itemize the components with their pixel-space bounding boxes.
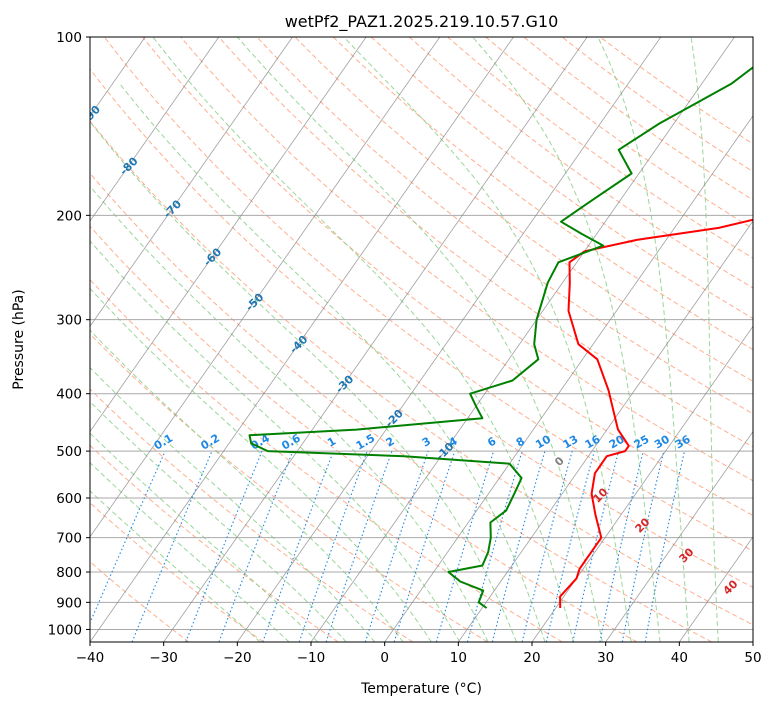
y-tick-label: 300	[56, 313, 82, 329]
moist-adiabat-line	[472, 37, 661, 642]
x-tick-label: −20	[223, 650, 252, 666]
x-tick-label: 10	[450, 650, 467, 666]
mixing-ratio-line	[521, 450, 573, 642]
dry-adiabat-line	[90, 333, 488, 642]
y-tick-label: 900	[56, 595, 82, 611]
mixing-ratio-line	[218, 450, 294, 642]
y-axis-label: Pressure (hPa)	[11, 289, 27, 389]
isotherm-line	[90, 37, 367, 433]
dry-adiabat-line	[90, 68, 753, 589]
mixing-ratio-line	[364, 450, 429, 642]
isotherm-line	[531, 325, 753, 642]
isotherm-line	[237, 37, 662, 642]
x-tick-label: 30	[597, 650, 614, 666]
mixing-ratio-line	[298, 450, 368, 642]
isotherm-line	[90, 37, 220, 222]
dry-adiabat-line	[370, 37, 753, 320]
x-tick-label: 0	[380, 650, 389, 666]
x-tick-label: −10	[297, 650, 326, 666]
profiles	[248, 66, 753, 609]
x-tick-label: 40	[671, 650, 688, 666]
dry-adiabat-line	[90, 561, 190, 642]
moist-adiabat-line	[90, 432, 319, 642]
isotherm-line	[679, 536, 753, 642]
axis-ticks: −40 −30 −20 −10 0 10 20 30 40 50 100 200 300 400 500 60…	[48, 30, 762, 666]
y-tick-label: 400	[56, 387, 82, 403]
moist-adiabat-line	[597, 37, 690, 642]
y-tick-label: 800	[56, 565, 82, 581]
mixing-ratio-line	[545, 450, 595, 642]
moist-adiabat-line	[91, 123, 517, 642]
moist-adiabat-line	[237, 37, 603, 642]
x-axis-label: Temperature (°C)	[360, 681, 482, 697]
y-tick-label: 1000	[48, 622, 82, 638]
dry-adiabat-line	[90, 120, 753, 626]
mixing-ratio-line	[262, 450, 334, 642]
mixing-ratio-line	[325, 450, 393, 642]
y-tick-label: 600	[56, 491, 82, 507]
moist-adiabat-line	[90, 490, 261, 642]
moist-adiabat-line	[90, 400, 347, 642]
dry-adiabat-line	[142, 37, 753, 517]
mixing-ratio-line	[599, 450, 644, 642]
isotherm-line	[163, 37, 588, 642]
dry-adiabat-line	[90, 172, 712, 642]
moist-adiabat-line	[90, 366, 376, 642]
moist-adiabat-line	[119, 83, 546, 642]
mixing-ratio-line	[491, 450, 546, 642]
y-tick-label: 200	[56, 208, 82, 224]
dry-adiabat-line	[332, 37, 753, 351]
chart-title: wetPf2_PAZ1.2025.219.10.57.G10	[285, 12, 559, 32]
y-tick-label: 100	[56, 30, 82, 46]
dry-adiabat-line	[104, 37, 753, 552]
moist-adiabat-line	[90, 329, 404, 642]
moist-adiabat-line	[90, 287, 432, 642]
dewpoint-profile	[248, 66, 753, 609]
isotherm-line	[90, 37, 293, 327]
x-tick-label: 20	[523, 650, 540, 666]
background-lines	[90, 37, 753, 642]
isotherm-line	[90, 37, 441, 538]
mixing-ratio-line	[393, 450, 456, 642]
mixing-ratio-line	[435, 450, 495, 642]
temperature-profile	[559, 218, 753, 609]
isotherm-line	[605, 430, 753, 642]
mixing-ratio-line	[131, 450, 213, 642]
moist-adiabat-line	[90, 462, 290, 642]
x-tick-label: −30	[149, 650, 178, 666]
dry-adiabat-line	[90, 278, 563, 642]
isotherm-line	[90, 37, 514, 642]
moist-adiabat-line	[343, 37, 632, 642]
y-tick-label: 500	[56, 444, 82, 460]
mixing-ratio-line	[466, 450, 523, 642]
plot-frame	[89, 36, 754, 643]
isotherm-line	[310, 37, 735, 642]
mixing-ratio-line	[90, 450, 166, 625]
isotherm-line	[458, 220, 753, 642]
dry-adiabat-line	[218, 37, 753, 448]
x-tick-label: −40	[76, 650, 105, 666]
moist-adiabat-line	[152, 37, 575, 642]
isotherm-line	[384, 115, 753, 642]
mixing-ratio-line	[572, 450, 620, 642]
y-tick-label: 700	[56, 531, 82, 547]
moist-adiabat-line	[90, 240, 461, 642]
x-tick-label: 50	[744, 650, 761, 666]
moist-adiabat-line	[690, 37, 719, 642]
mixing-ratio-line	[185, 450, 263, 642]
dry-adiabat-line	[180, 37, 753, 482]
